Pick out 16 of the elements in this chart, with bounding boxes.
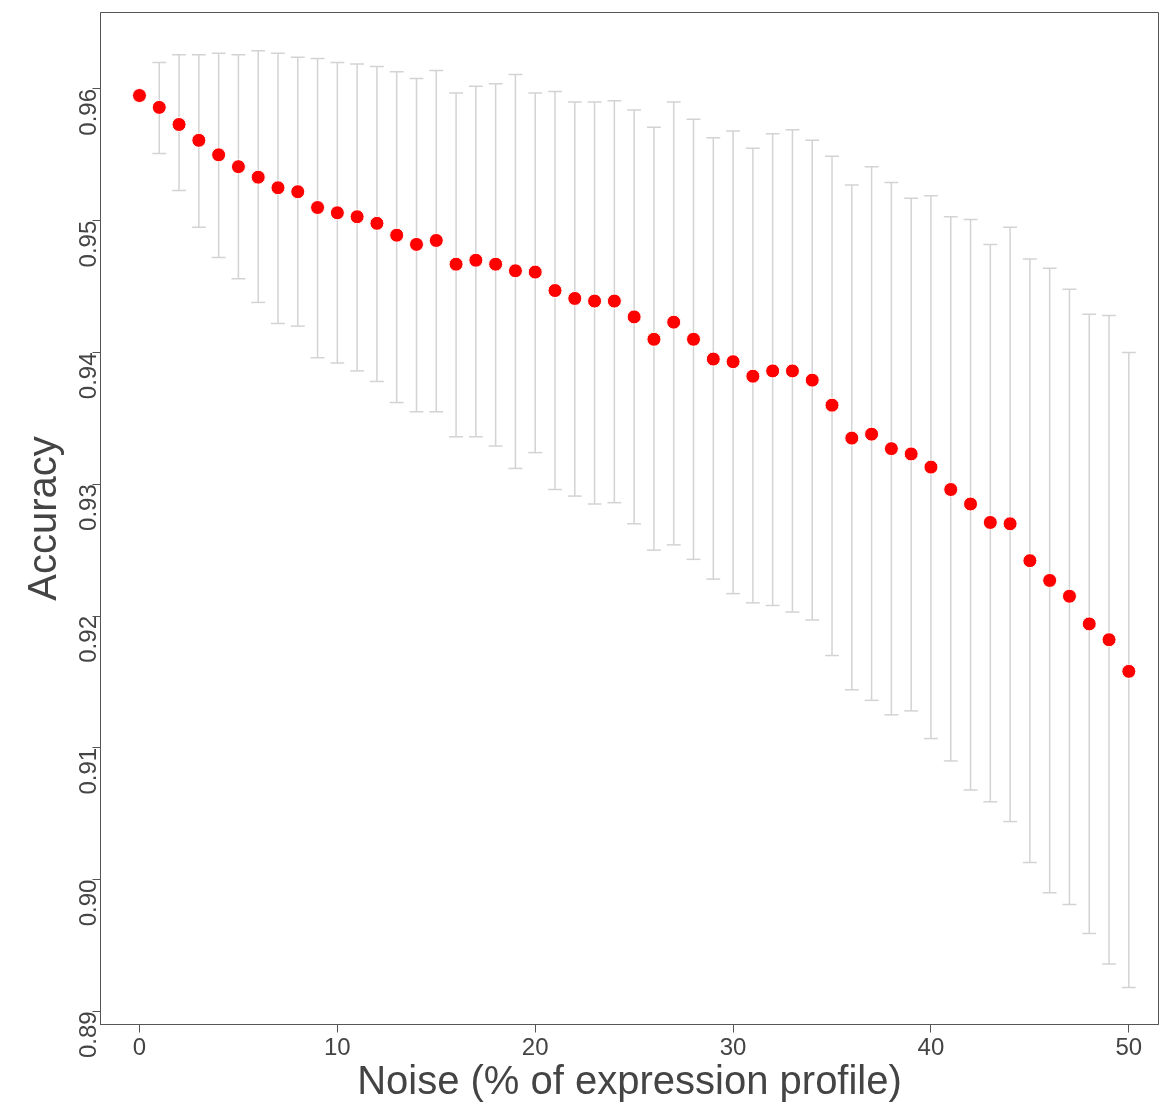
- y-tick-label: 0.91: [74, 747, 101, 795]
- y-tick-label: 0.96: [74, 88, 101, 136]
- y-tick-label: 0.95: [74, 220, 101, 268]
- x-tick-label: 40: [917, 1032, 945, 1060]
- y-axis-title: Accuracy: [19, 436, 64, 601]
- x-tick-label: 10: [324, 1032, 351, 1060]
- x-tick-label: 0: [132, 1032, 147, 1060]
- y-tick-label: 0.89: [74, 1011, 101, 1059]
- y-tick-label: 0.94: [74, 352, 101, 400]
- y-tick-label: 0.93: [74, 484, 101, 531]
- y-tick-label: 0.92: [74, 616, 101, 663]
- x-tick-label: 20: [521, 1032, 549, 1060]
- x-tick-label: 30: [719, 1032, 747, 1060]
- x-axis-title: Noise (% of expression profile): [357, 1057, 902, 1102]
- x-tick-label: 50: [1115, 1032, 1143, 1060]
- y-tick-label: 0.90: [74, 879, 101, 927]
